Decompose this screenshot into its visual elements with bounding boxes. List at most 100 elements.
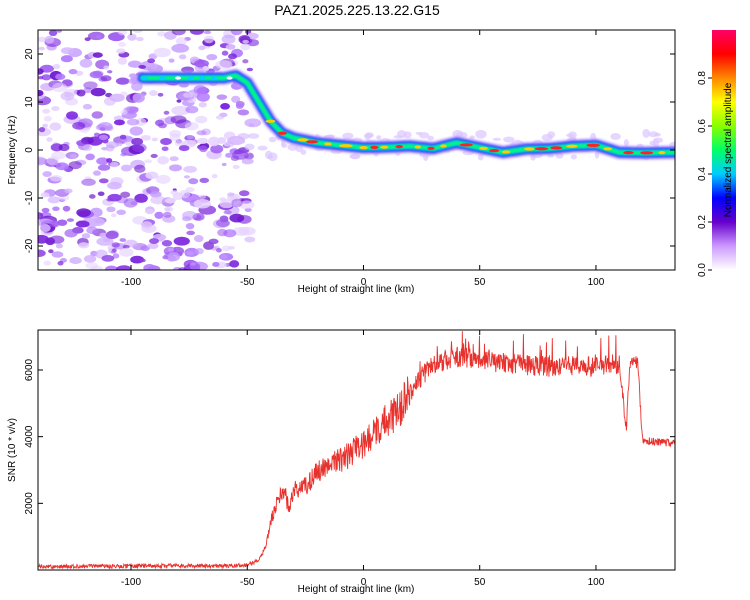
spectrogram-haze-blob [652, 139, 659, 148]
spectrogram-noise-blob [98, 178, 109, 184]
spectrogram-noise-blob [242, 59, 249, 64]
spectrogram-noise-blob [115, 77, 130, 85]
spectrogram-noise-blob [44, 35, 55, 44]
spectrogram-noise-blob [162, 255, 169, 260]
colorbar-tick-label: 0.8 [697, 71, 708, 85]
spectrogram-noise-blob [221, 34, 236, 44]
spectrogram-noise-blob [242, 39, 249, 44]
spectrogram-noise-blob [38, 157, 49, 165]
spectrogram-noise-blob [50, 175, 63, 182]
spectrogram-haze-blob [568, 131, 577, 139]
spectrogram-noise-blob [48, 30, 58, 37]
spectrogram-noise-blob [46, 137, 53, 142]
spectrogram-haze-blob [503, 136, 515, 143]
spectrogram-haze-blob [654, 132, 661, 137]
spectrogram-noise-blob [193, 199, 211, 209]
spectrogram-noise-blob [110, 213, 117, 218]
spectrogram-noise-blob [153, 47, 171, 58]
spectrogram-noise-blob [101, 146, 109, 151]
spectrogram-peak [175, 76, 182, 80]
spectrogram-haze-blob [247, 133, 260, 139]
spectrogram-noise-blob [85, 153, 95, 161]
spectrogram-noise-blob [198, 45, 206, 51]
spectrogram-noise-blob [90, 87, 106, 97]
spectrogram-noise-blob [64, 188, 73, 194]
x-tick-label: 100 [588, 277, 605, 288]
spectrogram-noise-blob [183, 175, 190, 179]
spectrogram-noise-blob [220, 103, 231, 110]
spectrogram-haze-blob [257, 145, 268, 151]
spectrogram-noise-blob [174, 140, 184, 147]
spectrogram-noise-blob [78, 242, 90, 249]
spectrogram-noise-blob [96, 237, 114, 246]
spectrogram-noise-blob [115, 265, 132, 270]
spectrogram-noise-blob [92, 170, 101, 176]
spectrogram-noise-blob [106, 158, 113, 163]
spectrogram-noise-blob [38, 127, 46, 133]
spectrogram-noise-blob [208, 238, 219, 245]
spectrogram-noise-blob [79, 58, 93, 68]
spectrogram-y-ticks: -20 -10 0 10 20 [24, 48, 675, 253]
spectrogram-noise-blob [225, 152, 233, 158]
spectrogram-noise-blob [80, 136, 94, 145]
spectrogram-noise-blob [127, 33, 137, 41]
spectrogram-noise-blob [231, 95, 241, 103]
spectrogram-haze-blob [349, 154, 360, 159]
spectrogram-peak [603, 147, 613, 151]
spectrogram-noise-blob [240, 43, 251, 51]
spectrogram-noise-blob [183, 92, 194, 98]
snr-x-axis-label: Height of straight line (km) [298, 584, 415, 595]
y-tick-label: 6000 [24, 358, 35, 381]
y-tick-label: 4000 [24, 425, 35, 448]
spectrogram-noise-blob [43, 260, 52, 266]
spectrogram-peak [501, 150, 511, 154]
spectrogram-noise-blob [47, 196, 61, 204]
spectrogram-noise-blob [178, 54, 187, 60]
spectrogram-noise-blob [219, 199, 234, 209]
spectrogram-noise-blob [216, 94, 228, 100]
spectrogram-noise-blob [210, 144, 224, 154]
spectrogram-noise-blob [196, 92, 210, 102]
spectrogram-peak [488, 148, 500, 153]
spectrogram-noise-blob [99, 127, 106, 131]
spectrogram-haze-blob [268, 136, 277, 143]
spectrogram-haze-blob [475, 129, 487, 139]
spectrogram-noise-blob [221, 245, 231, 252]
spectrogram-noise-blob [42, 171, 52, 177]
spectrogram-noise-blob [38, 234, 49, 244]
spectrogram-noise-blob [170, 115, 187, 124]
spectrogram-noise-blob [229, 213, 245, 223]
spectrogram-noise-blob [185, 105, 199, 114]
spectrogram-haze-blob [300, 149, 307, 155]
x-tick-label: 100 [588, 577, 605, 588]
y-tick-label: 10 [24, 96, 35, 108]
spectrogram-noise-blob [143, 264, 156, 270]
spectrogram-noise-blob [144, 159, 153, 164]
spectrogram-noise-blob [92, 52, 103, 58]
spectrogram-noise-blob [230, 30, 243, 36]
spectrogram-noise-blob [96, 34, 102, 39]
spectrogram-noise-blob [117, 57, 128, 65]
spectrogram-noise-blob [60, 47, 75, 55]
spectrogram-peak [623, 150, 634, 155]
spectrogram-noise-blob [123, 198, 138, 208]
colorbar-tick-label: 0.0 [697, 263, 708, 277]
spectrogram-noise-blob [55, 243, 63, 249]
spectrogram-noise-blob [161, 239, 173, 247]
spectrogram-noise-blob [104, 265, 119, 270]
spectrogram-noise-blob [98, 134, 109, 141]
spectrogram-noise-blob [157, 31, 167, 37]
spectrogram-noise-blob [228, 53, 237, 60]
spectrogram-noise-blob [68, 161, 82, 170]
spectrogram-noise-blob [106, 206, 116, 213]
spectrogram-noise-blob [246, 67, 254, 72]
spectrogram-noise-blob [120, 191, 131, 198]
spectrogram-noise-blob [83, 81, 98, 90]
spectrogram-noise-blob [107, 70, 113, 74]
spectrogram-peak [459, 143, 473, 147]
spectrogram-noise-blob [52, 63, 61, 70]
spectrogram-peak [414, 145, 421, 149]
spectrogram-noise-blob [178, 145, 190, 152]
spectrogram-peak [338, 144, 353, 148]
spectrogram-noise-blob [42, 108, 51, 114]
